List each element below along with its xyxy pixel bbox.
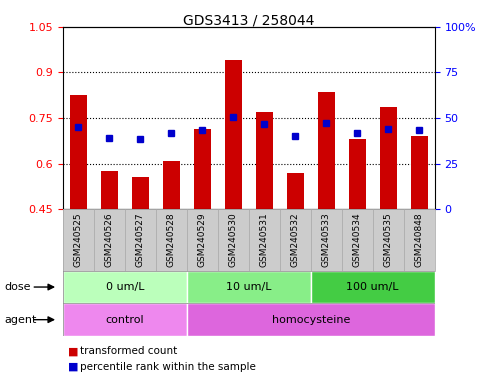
- Text: control: control: [105, 314, 144, 325]
- Bar: [63, 209, 94, 271]
- Bar: [280, 209, 311, 271]
- Text: ■: ■: [68, 362, 78, 372]
- Text: ■: ■: [68, 346, 78, 356]
- Bar: [287, 173, 304, 209]
- Text: GSM240530: GSM240530: [229, 212, 238, 267]
- Bar: [318, 92, 335, 209]
- Bar: [249, 209, 280, 271]
- Text: percentile rank within the sample: percentile rank within the sample: [80, 362, 256, 372]
- Bar: [187, 271, 311, 303]
- Text: 0 um/L: 0 um/L: [105, 282, 144, 292]
- Bar: [380, 108, 397, 209]
- Text: GSM240532: GSM240532: [291, 212, 300, 267]
- Text: 100 um/L: 100 um/L: [346, 282, 399, 292]
- Bar: [187, 303, 435, 336]
- Text: GSM240525: GSM240525: [74, 212, 83, 267]
- Bar: [373, 209, 404, 271]
- Bar: [101, 171, 118, 209]
- Bar: [225, 60, 242, 209]
- Bar: [256, 112, 273, 209]
- Bar: [311, 209, 342, 271]
- Bar: [194, 129, 211, 209]
- Text: GSM240528: GSM240528: [167, 212, 176, 267]
- Text: transformed count: transformed count: [80, 346, 177, 356]
- Bar: [349, 139, 366, 209]
- Bar: [70, 95, 87, 209]
- Bar: [156, 209, 187, 271]
- Bar: [132, 177, 149, 209]
- Text: GSM240526: GSM240526: [105, 212, 114, 267]
- Bar: [404, 209, 435, 271]
- Text: GSM240535: GSM240535: [384, 212, 393, 267]
- Bar: [342, 209, 373, 271]
- Text: GSM240848: GSM240848: [415, 212, 424, 267]
- Text: GDS3413 / 258044: GDS3413 / 258044: [183, 13, 314, 27]
- Text: GSM240534: GSM240534: [353, 212, 362, 267]
- Text: GSM240527: GSM240527: [136, 212, 145, 267]
- Bar: [411, 136, 428, 209]
- Bar: [311, 271, 435, 303]
- Bar: [63, 271, 187, 303]
- Text: GSM240533: GSM240533: [322, 212, 331, 267]
- Text: 10 um/L: 10 um/L: [226, 282, 271, 292]
- Text: homocysteine: homocysteine: [271, 314, 350, 325]
- Bar: [187, 209, 218, 271]
- Bar: [218, 209, 249, 271]
- Bar: [163, 161, 180, 209]
- Text: agent: agent: [5, 314, 37, 325]
- Bar: [125, 209, 156, 271]
- Text: dose: dose: [5, 282, 31, 292]
- Bar: [63, 303, 187, 336]
- Text: GSM240531: GSM240531: [260, 212, 269, 267]
- Text: GSM240529: GSM240529: [198, 212, 207, 267]
- Bar: [94, 209, 125, 271]
